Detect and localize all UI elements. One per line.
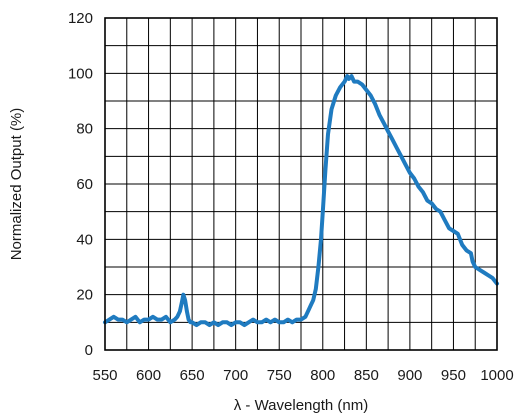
- series-layer: [103, 74, 499, 328]
- x-tick-label: 700: [223, 367, 248, 384]
- y-tick-label: 80: [76, 121, 93, 138]
- x-tick-label: 1000: [480, 367, 513, 384]
- y-tick-label: 120: [68, 10, 93, 27]
- x-tick-labels: 550 600 650 700 750 800 850 900 950 1000: [92, 367, 513, 384]
- x-tick-label: 550: [92, 367, 117, 384]
- x-tick-label: 800: [310, 367, 335, 384]
- series-line: [103, 74, 499, 328]
- y-tick-label: 60: [76, 176, 93, 193]
- x-tick-label: 850: [354, 367, 379, 384]
- y-tick-labels: 0 20 40 60 80 100 120: [68, 10, 93, 359]
- plot-frame: [104, 17, 498, 351]
- y-axis-label: Normalized Output (%): [8, 108, 25, 261]
- x-tick-label: 900: [397, 367, 422, 384]
- y-tick-label: 20: [76, 287, 93, 304]
- y-tick-label: 0: [85, 342, 93, 359]
- x-tick-label: 750: [267, 367, 292, 384]
- x-tick-label: 950: [441, 367, 466, 384]
- x-tick-label: 600: [136, 367, 161, 384]
- y-tick-label: 100: [68, 65, 93, 82]
- y-tick-label: 40: [76, 231, 93, 248]
- grid: [105, 18, 497, 350]
- x-tick-label: 650: [180, 367, 205, 384]
- x-axis-label: λ - Wavelength (nm): [234, 397, 368, 414]
